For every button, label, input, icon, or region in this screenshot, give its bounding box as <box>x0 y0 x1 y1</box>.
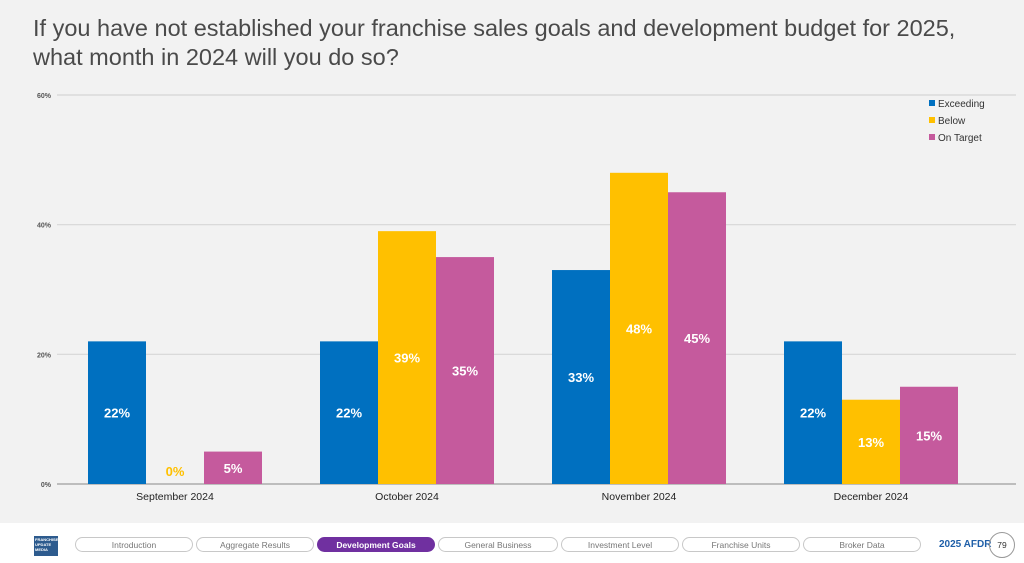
y-tick-label: 20% <box>37 352 52 359</box>
x-tick-label: November 2024 <box>602 491 677 503</box>
data-label: 45% <box>684 331 710 346</box>
x-tick-label: September 2024 <box>136 491 214 503</box>
bar-on-target <box>668 192 726 484</box>
legend-swatch <box>929 100 935 106</box>
data-label: 15% <box>916 428 942 443</box>
y-tick-label: 0% <box>41 482 52 489</box>
y-tick-label: 60% <box>37 93 52 100</box>
bar-exceeding <box>88 341 146 484</box>
legend-label: Below <box>938 116 966 127</box>
nav-tab-introduction[interactable]: Introduction <box>75 537 193 552</box>
bar-on-target <box>204 451 262 484</box>
x-tick-label: October 2024 <box>375 491 439 503</box>
data-label: 22% <box>104 406 130 421</box>
bar-chart: 0% 20% 40% 60% September 2024 22% 0% 5% October … <box>37 93 1016 503</box>
legend-label: Exceeding <box>938 99 985 110</box>
nav-tab-general-business[interactable]: General Business <box>438 537 558 552</box>
nav-tab-development-goals[interactable]: Development Goals <box>317 537 435 552</box>
bar-exceeding <box>784 341 842 484</box>
franchise-update-media-logo: FRANCHISE UPDATE MEDIA <box>34 536 58 556</box>
chart-title: If you have not established your franchi… <box>33 15 956 70</box>
legend-swatch <box>929 117 935 123</box>
data-label: 48% <box>626 321 652 336</box>
bar-below <box>610 172 668 485</box>
nav-tab-franchise-units[interactable]: Franchise Units <box>682 537 800 552</box>
data-label: 35% <box>452 364 478 379</box>
bar-below <box>842 399 900 484</box>
footer-nav: FRANCHISE UPDATE MEDIA Introduction Aggrega… <box>0 523 1024 563</box>
data-label: 0% <box>166 464 185 479</box>
bar-on-target <box>436 257 494 484</box>
data-label: 13% <box>858 435 884 450</box>
bar-on-target <box>900 386 958 484</box>
legend-label: On Target <box>938 133 982 144</box>
data-label: 5% <box>224 461 243 476</box>
nav-tab-broker-data[interactable]: Broker Data <box>803 537 921 552</box>
bar-exceeding <box>552 270 610 484</box>
report-name: 2025 AFDR <box>939 539 992 550</box>
data-label: 22% <box>336 406 362 421</box>
legend-swatch <box>929 134 935 140</box>
page-number: 79 <box>989 532 1015 558</box>
y-tick-label: 40% <box>37 223 52 230</box>
data-label: 39% <box>394 351 420 366</box>
data-label: 22% <box>800 406 826 421</box>
x-tick-label: December 2024 <box>834 491 909 503</box>
data-label: 33% <box>568 370 594 385</box>
bar-exceeding <box>320 341 378 484</box>
nav-tab-aggregate-results[interactable]: Aggregate Results <box>196 537 314 552</box>
bar-below <box>378 231 436 484</box>
nav-tab-investment-level[interactable]: Investment Level <box>561 537 679 552</box>
